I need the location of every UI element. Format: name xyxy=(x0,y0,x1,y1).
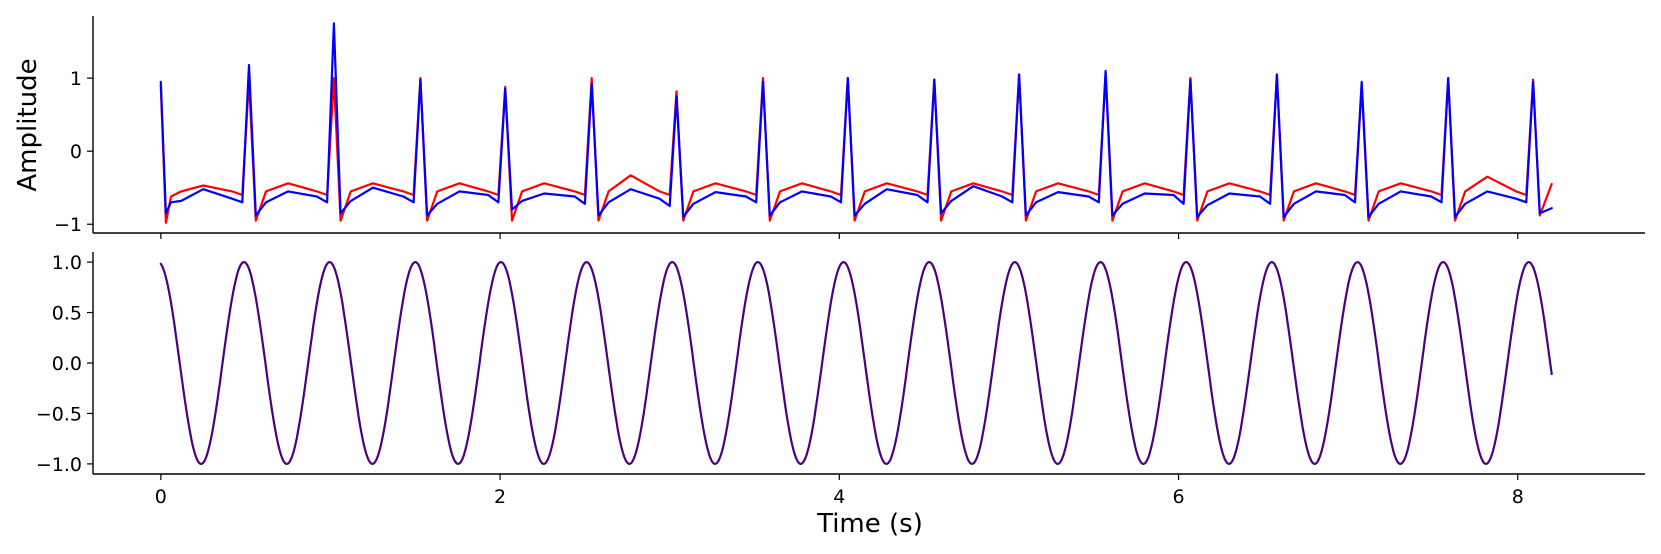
bottom-y-tick-label: 0.5 xyxy=(52,303,82,325)
bottom-y-tick-label: −0.5 xyxy=(36,403,82,425)
top-panel: −1 0 1 Amplitude xyxy=(13,16,1645,239)
top-y-axis-label: Amplitude xyxy=(13,58,43,191)
bottom-x-axis-label: Time (s) xyxy=(816,509,923,539)
bottom-series-group xyxy=(159,261,1553,465)
bottom-x-tick-label: 8 xyxy=(1512,486,1524,508)
top-series-group xyxy=(159,22,1553,224)
top-y-tick-label: −1 xyxy=(54,214,82,236)
bottom-panel: −1.0 −0.5 0.0 0.5 1.0 0 2 4 6 8 Time (s) xyxy=(36,252,1645,539)
top-y-tick-label: 1 xyxy=(70,68,82,90)
bottom-y-tick-label: 0.0 xyxy=(52,353,82,375)
bottom-x-tick-label: 2 xyxy=(494,486,506,508)
top-series-line-0 xyxy=(159,73,1553,224)
bottom-axes: −1.0 −0.5 0.0 0.5 1.0 0 2 4 6 8 xyxy=(36,252,1645,508)
bottom-x-tick-label: 6 xyxy=(1173,486,1185,508)
top-y-tick-label: 0 xyxy=(70,141,82,163)
bottom-series-line-0 xyxy=(159,261,1553,465)
bottom-x-tick-label: 0 xyxy=(155,486,167,508)
top-axes: −1 0 1 xyxy=(54,16,1645,239)
bottom-y-tick-label: −1.0 xyxy=(36,454,82,476)
bottom-y-tick-label: 1.0 xyxy=(52,252,82,274)
bottom-x-tick-label: 4 xyxy=(833,486,845,508)
top-series-line-1 xyxy=(159,22,1553,218)
